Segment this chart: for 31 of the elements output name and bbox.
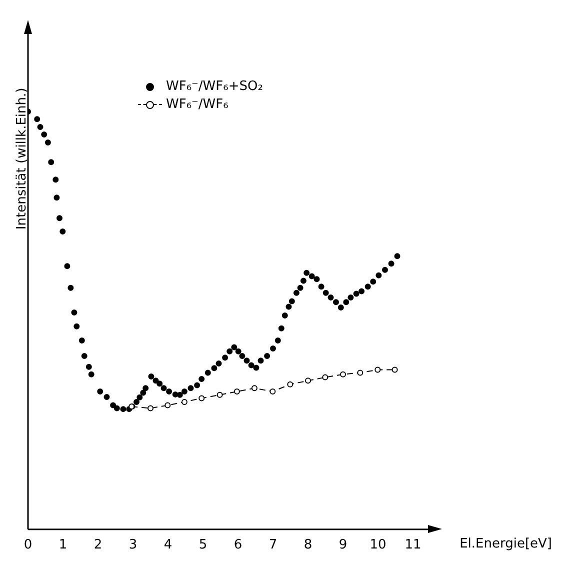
point	[270, 388, 276, 395]
point	[216, 392, 223, 398]
point	[164, 402, 171, 408]
point	[357, 370, 364, 376]
point	[181, 398, 188, 405]
x-tick-label: 7	[268, 538, 278, 553]
point	[234, 388, 240, 395]
x-tick-label: 10	[370, 538, 386, 553]
x-tick-label: 9	[338, 538, 348, 553]
point	[374, 366, 381, 373]
x-tick-label: 8	[304, 538, 312, 553]
point	[340, 371, 346, 378]
x-tick-label: 1	[58, 538, 68, 553]
x-tick-label: 3	[128, 538, 138, 553]
x-axis-title: El.Energie[eV]	[460, 536, 552, 552]
x-tick-label: 6	[234, 538, 242, 553]
point	[198, 395, 205, 402]
point	[392, 366, 398, 373]
x-tick-label: 2	[94, 538, 102, 553]
legend-label: WF₆⁻/WF₆+SO₂	[166, 78, 263, 96]
point	[148, 405, 154, 412]
x-tick-label: 4	[164, 538, 172, 553]
point	[322, 374, 328, 380]
x-tick-label: 5	[198, 538, 208, 553]
point	[287, 381, 294, 388]
point	[251, 385, 258, 392]
y-axis-title: Intensität (willk.Einh.)	[14, 88, 30, 230]
point	[305, 378, 311, 384]
x-tick-label: 11	[404, 538, 422, 553]
x-tick-label: 0	[24, 538, 32, 553]
legend-label: WF₆⁻/WF₆	[166, 96, 228, 114]
